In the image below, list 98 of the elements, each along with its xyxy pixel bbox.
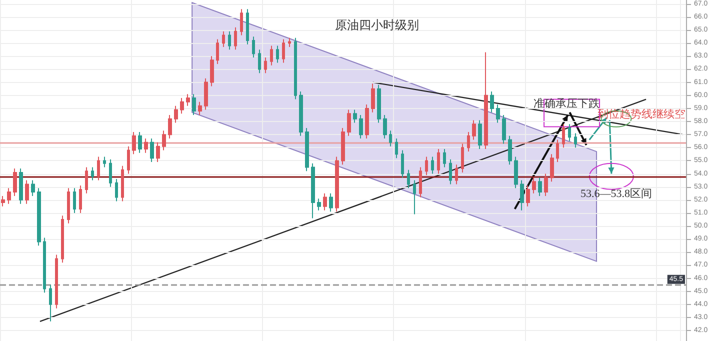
candlestick [276,45,279,64]
candlestick [67,188,70,224]
candlestick [240,8,243,36]
candlestick [520,180,524,211]
candlestick [311,162,315,219]
candlestick [347,109,351,136]
candlestick [472,120,476,140]
candlestick [568,124,571,142]
candlestick [335,156,339,212]
candlestick [299,90,303,136]
candlestick [490,90,494,113]
candlestick [437,148,440,174]
candlestick [377,84,381,124]
candlestick [389,130,392,147]
candlestick [246,8,249,45]
candlestick [419,166,422,198]
candlestick [252,36,255,58]
candlestick [502,114,506,144]
candlestick [317,198,321,211]
candlestick [91,166,94,181]
candlestick [401,150,404,178]
candlestick [514,156,518,189]
candlestick [1,195,5,207]
candlestick [544,173,548,196]
candlestick [294,37,297,100]
candlestick [508,135,512,166]
candlestick [228,30,231,50]
candlestick [31,180,35,196]
candlestick [192,94,196,116]
candlestick [103,156,106,168]
candlestick [461,143,464,173]
candlestick [258,49,261,74]
candlestick [407,169,410,189]
candlestick [288,37,291,48]
candlestick [156,142,160,163]
candlestick [210,56,214,87]
candlestick [204,78,208,110]
candlestick [353,109,357,124]
candlestick [198,101,202,116]
candlestick [234,26,237,50]
candlestick [526,185,530,207]
candlestick [556,139,559,163]
candlestick [180,97,184,114]
candlestick [7,188,11,204]
candlestick [216,38,219,65]
candlestick [365,104,369,139]
candlestick [329,192,333,212]
candlestick [61,215,64,264]
text: 原油四小时级别 [335,18,419,32]
candlestick [162,130,166,151]
candlestick [550,154,554,182]
candlestick [79,185,82,214]
candlestick [138,131,142,154]
candlestick [109,158,112,188]
candlestick [323,192,327,211]
candlestick [484,52,488,150]
candlestick [55,254,58,309]
candlestick [532,177,536,194]
candlestick [359,114,363,139]
candlestick [115,178,118,202]
candlestick [431,156,434,174]
candlestick [449,158,452,185]
candlestick [496,104,500,124]
candlestick [383,114,387,139]
candlestick [150,138,154,163]
candlestick [264,56,267,74]
candlestick [168,114,172,139]
candlestick [127,146,130,174]
candlestick [413,180,416,215]
candlestick [132,131,136,155]
candlestick [371,83,375,113]
candlestick [186,94,190,106]
candlestick [121,165,124,202]
candlestick [270,45,273,66]
candlestick [305,128,309,172]
candlestick [443,148,446,168]
candlestick [478,120,482,150]
candlestick [43,237,46,294]
candlestick [85,166,88,194]
candlestick [455,164,458,185]
candlestick [13,168,17,196]
candlestick [425,156,428,176]
candlestick [538,177,542,196]
candlestick [574,132,577,148]
candlestick [49,284,52,322]
candlestick [282,38,285,64]
candlestick [562,124,565,148]
candlestick [395,138,398,159]
candlestick [19,168,23,204]
candlestick [467,131,470,152]
candlestick [25,180,29,204]
candlestick [222,30,225,48]
candlestick [174,105,178,124]
candlestick [341,128,345,166]
candlestick [97,156,100,181]
candlestick [144,138,148,154]
candlestick [37,188,41,246]
candlestick [73,188,76,214]
